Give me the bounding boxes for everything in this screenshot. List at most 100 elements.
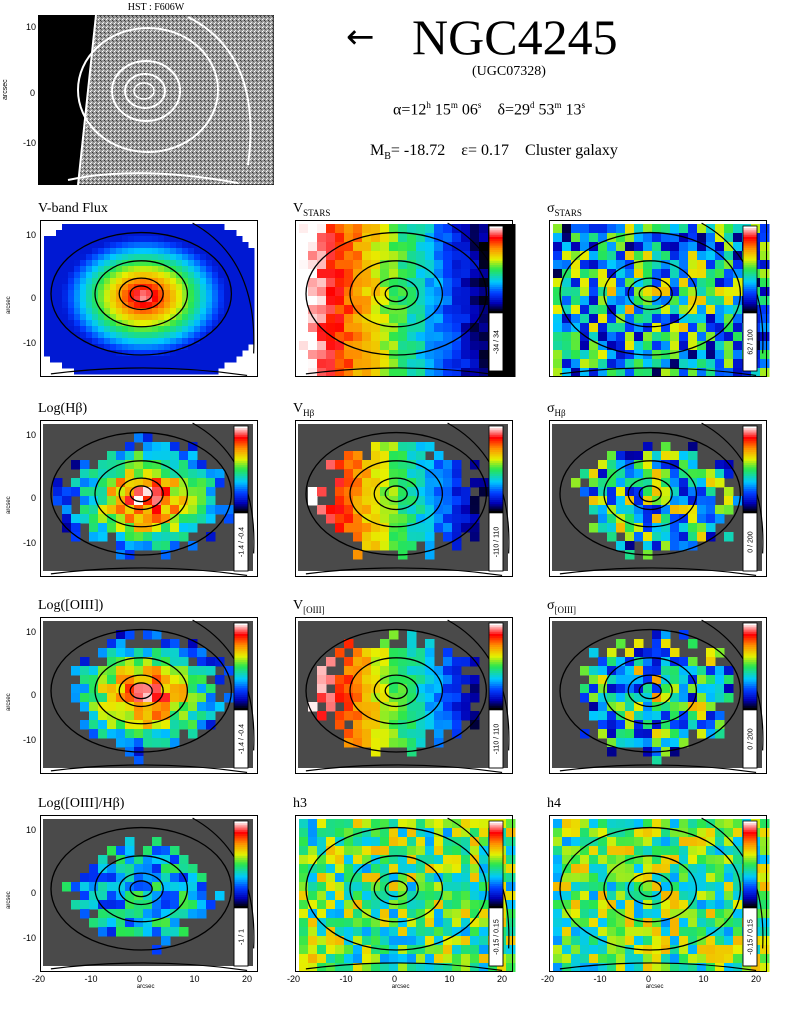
galaxy-name: NGC4245 bbox=[412, 9, 618, 65]
hst-label: HST : F606W bbox=[127, 2, 185, 13]
panel-title: Log(Hβ) bbox=[38, 402, 87, 416]
panel-title: Log([OIII]/Hβ) bbox=[38, 797, 124, 811]
x-tick-label: 20 bbox=[751, 974, 762, 984]
y-axis-label: arcsec bbox=[6, 693, 12, 712]
map-panel: -0.15 / 0.15 bbox=[549, 815, 770, 972]
panel-title: σ[OIII] bbox=[547, 599, 576, 615]
x-tick-label: -20 bbox=[541, 974, 555, 984]
x-tick-label: 20 bbox=[242, 974, 253, 984]
galaxy-parameters: MB= -18.72 ε= 0.17 Cluster galaxy bbox=[370, 142, 618, 162]
panel-title-main: σ bbox=[547, 201, 555, 216]
x-tick-label: 0 bbox=[646, 974, 652, 984]
mb-value: = -18.72 bbox=[390, 142, 446, 159]
ra-minutes: 15 bbox=[434, 101, 451, 119]
colorbar-range: -110 / 110 bbox=[494, 527, 501, 558]
panel-title: σHβ bbox=[547, 402, 566, 418]
panel-title-sub: Hβ bbox=[303, 407, 315, 418]
x-tick-label: -20 bbox=[32, 974, 46, 984]
ra-s-unit: s bbox=[477, 100, 482, 110]
map-panel: -0.15 / 0.15 bbox=[295, 815, 516, 972]
y-tick-label: 10 bbox=[25, 230, 36, 240]
y-tick-label: -10 bbox=[22, 933, 36, 944]
map-panel: 0 / 200 bbox=[549, 617, 767, 774]
ellipticity: ε= 0.17 bbox=[461, 142, 510, 159]
coordinates: α=12h 15m 06s δ=29d 53m 13s bbox=[393, 100, 585, 119]
dec-seconds: 13 bbox=[565, 101, 582, 119]
x-tick-label: 0 bbox=[392, 974, 398, 984]
panel-title: h3 bbox=[293, 797, 307, 811]
panel-title-sub: STARS bbox=[554, 207, 582, 218]
y-tick-label: -10 bbox=[22, 338, 36, 349]
dec-m-unit: m bbox=[554, 100, 562, 110]
x-tick-label: -10 bbox=[339, 974, 353, 984]
colorbar-range: -0.15 / 0.15 bbox=[748, 919, 755, 955]
colorbar-range: -1.4 / -0.4 bbox=[239, 527, 246, 557]
colorbar-range: 62 / 100 bbox=[748, 329, 755, 354]
panel-title-main: V bbox=[293, 401, 304, 416]
y-axis-label: arcsec bbox=[6, 296, 12, 315]
y-tick-label: 10 bbox=[25, 627, 36, 637]
y-tick-label: 0 bbox=[30, 689, 36, 700]
y-tick-label: 0 bbox=[30, 887, 36, 898]
hst-image: 10 0 -10 bbox=[38, 15, 274, 185]
panel-title-sub: STARS bbox=[303, 207, 331, 218]
hst-ytick-0: 0 bbox=[30, 88, 36, 98]
map-panel: -110 / 110 bbox=[295, 617, 513, 774]
x-tick-label: 10 bbox=[698, 974, 709, 984]
panel-title-main: σ bbox=[547, 401, 555, 416]
x-tick-label: -10 bbox=[84, 974, 98, 984]
environment: Cluster galaxy bbox=[525, 142, 618, 159]
x-tick-label: 20 bbox=[497, 974, 508, 984]
y-axis-label: arcsec bbox=[6, 496, 12, 515]
mb-label: M bbox=[370, 142, 385, 159]
colorbar-range: -34 / 34 bbox=[494, 330, 501, 354]
panel-title-sub: [OIII] bbox=[303, 604, 325, 615]
colorbar-range: 0 / 200 bbox=[748, 531, 755, 553]
map-panel: -1.4 / -0.4 bbox=[40, 420, 258, 577]
panel-title-sub: Hβ bbox=[554, 407, 566, 418]
panel-title-main: Log(Hβ) bbox=[38, 401, 88, 416]
panel-title: σSTARS bbox=[547, 202, 582, 218]
ra-m-unit: m bbox=[450, 100, 458, 110]
x-axis-label: arcsec bbox=[391, 984, 410, 990]
panel-title-main: V bbox=[293, 598, 304, 613]
colorbar-range: 0 / 200 bbox=[748, 728, 755, 750]
y-axis-label: arcsec bbox=[6, 891, 12, 910]
x-axis-label: arcsec bbox=[136, 984, 155, 990]
x-tick-label: 10 bbox=[189, 974, 200, 984]
panel-title-main: h3 bbox=[293, 796, 307, 811]
panel-title-main: σ bbox=[547, 598, 555, 613]
y-tick-label: 10 bbox=[25, 825, 36, 835]
panel-title-main: Log([OIII]) bbox=[38, 598, 104, 613]
x-tick-label: 0 bbox=[137, 974, 143, 984]
dec-prefix: δ=29 bbox=[497, 101, 530, 119]
panel-title-main: V-band Flux bbox=[38, 201, 108, 216]
colorbar-range: -1 / 1 bbox=[239, 929, 246, 945]
mb-sub: B bbox=[384, 151, 391, 163]
orientation-arrow-icon: ← bbox=[346, 17, 375, 57]
panel-title: h4 bbox=[547, 797, 561, 811]
dec-minutes: 53 bbox=[538, 101, 555, 119]
x-tick-label: 10 bbox=[444, 974, 455, 984]
colorbar-range: -0.15 / 0.15 bbox=[494, 919, 501, 955]
panel-title: V-band Flux bbox=[38, 202, 108, 216]
hst-ylabel: arcsec bbox=[2, 79, 9, 100]
colorbar-range: -110 / 110 bbox=[494, 724, 501, 755]
y-tick-label: 0 bbox=[30, 492, 36, 503]
panel-title-main: h4 bbox=[547, 796, 561, 811]
map-panel: -1.4 / -0.4 bbox=[40, 617, 258, 774]
ra-seconds: 06 bbox=[461, 101, 478, 119]
map-panel: 0 / 200 bbox=[549, 420, 767, 577]
ra-prefix: α=12 bbox=[393, 101, 427, 119]
y-tick-label: -10 bbox=[22, 735, 36, 746]
map-panel bbox=[40, 220, 258, 377]
panel-title-sub: [OIII] bbox=[554, 604, 577, 615]
x-tick-label: -10 bbox=[593, 974, 607, 984]
x-tick-label: -20 bbox=[287, 974, 301, 984]
dec-d-unit: d bbox=[530, 100, 535, 110]
map-panel: -1 / 1 bbox=[40, 815, 258, 972]
galaxy-alt-name: (UGC07328) bbox=[472, 64, 546, 79]
y-tick-label: -10 bbox=[22, 538, 36, 549]
panel-title: VHβ bbox=[293, 402, 314, 418]
colorbar-range: -1.4 / -0.4 bbox=[239, 724, 246, 754]
